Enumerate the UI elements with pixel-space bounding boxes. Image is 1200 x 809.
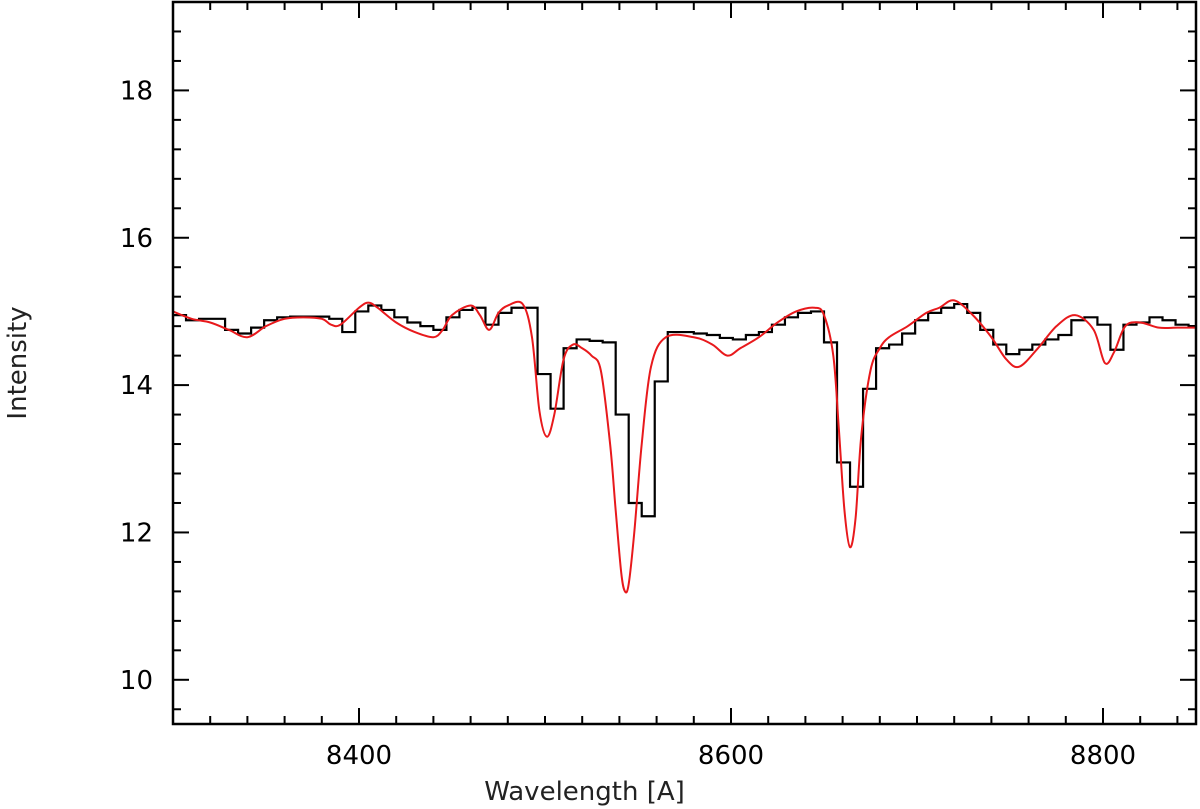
axis-tick-labels: 8400 8600 8800 10 12 14 16 18 xyxy=(120,76,1136,771)
y-axis-title: Intensity xyxy=(3,306,33,419)
y-tick-label: 12 xyxy=(120,518,153,548)
observed-spectrum-line xyxy=(173,302,1196,518)
x-tick-label: 8800 xyxy=(1070,741,1136,771)
x-axis-title: Wavelength [A] xyxy=(484,777,685,807)
y-tick-label: 18 xyxy=(120,76,153,106)
y-tick-label: 16 xyxy=(120,224,153,254)
x-tick-label: 8400 xyxy=(326,741,392,771)
y-tick-label: 10 xyxy=(120,666,153,696)
x-tick-label: 8600 xyxy=(698,741,764,771)
plot-frame xyxy=(171,0,1198,726)
y-tick-label: 14 xyxy=(120,371,153,401)
series-layer xyxy=(173,299,1196,594)
model-spectrum-line xyxy=(173,299,1196,594)
